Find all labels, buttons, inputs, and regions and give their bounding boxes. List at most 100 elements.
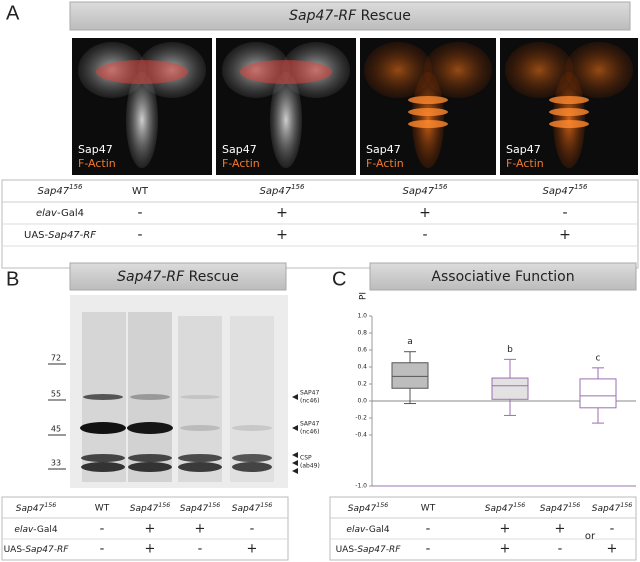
table-cell: Sap47156 <box>592 502 632 514</box>
brain-lobe <box>565 42 633 98</box>
text-part: 156 <box>44 502 56 509</box>
nerve-cord <box>270 72 302 168</box>
y-tick-label: 0.2 <box>357 381 367 388</box>
chart-title: Associative Function <box>431 269 574 285</box>
table-cell: Sap47156 <box>540 502 580 514</box>
marker-label: 55 <box>51 390 61 399</box>
text-part: Sap47 <box>540 504 569 514</box>
text-part: Sap47-RF <box>357 545 401 555</box>
panel-label: C <box>332 268 346 290</box>
table-cell: + <box>276 205 288 221</box>
y-tick-label: 0.6 <box>357 347 367 354</box>
text-part: Sap47 <box>543 186 575 197</box>
text-part: UAS- <box>336 545 358 555</box>
text-part: Sap47-RF <box>289 8 357 24</box>
text-part: Rescue <box>356 8 411 24</box>
band-name: SAP47 <box>300 390 319 397</box>
text-part: elav <box>14 525 34 535</box>
band-antibody: (nc46) <box>300 429 319 436</box>
table-cell: + <box>145 542 156 557</box>
actin-signal <box>96 60 188 84</box>
text-part: -Gal4 <box>57 208 84 219</box>
brain-lobe <box>364 42 432 98</box>
text-part: UAS- <box>4 545 26 555</box>
text-part: 156 <box>158 502 170 509</box>
text-part: Sap47-RF <box>25 545 69 555</box>
table-cell: WT <box>421 504 436 514</box>
stain-label: F-Actin <box>506 157 544 170</box>
table-cell: Sap47156 <box>180 502 220 514</box>
band-name: SAP47 <box>300 421 319 428</box>
band-arrows <box>292 394 298 474</box>
text-part: 156 <box>513 502 525 509</box>
table-cell: - <box>422 227 427 243</box>
size-markers: 72 55 45 33 <box>48 354 66 470</box>
panel-label: B <box>6 268 19 290</box>
actin-signal <box>549 96 589 104</box>
table-cell: Sap47156 <box>130 502 170 514</box>
annotation: b <box>507 345 513 355</box>
text-part: 156 <box>69 183 83 191</box>
table-cell: UAS-Sap47-RF <box>24 230 96 241</box>
text-part: -Gal4 <box>33 525 58 535</box>
marker-label: 72 <box>51 354 61 363</box>
text-part: elav <box>36 208 58 219</box>
table-frame <box>329 496 637 561</box>
table-cell: - <box>610 522 615 537</box>
table-cell: Sap47156 <box>38 183 83 197</box>
actin-signal <box>549 120 589 128</box>
text-part: Sap47 <box>348 504 377 514</box>
text-part: 156 <box>208 502 220 509</box>
table-cell: + <box>559 227 571 243</box>
text-part: Sap47 <box>130 504 159 514</box>
table-cell: UAS-Sap47-RF <box>4 545 70 555</box>
table-cell: WT <box>132 186 149 197</box>
actin-signal <box>408 108 448 116</box>
brain-lobe <box>505 42 573 98</box>
table-cell: - <box>100 542 105 557</box>
table-cell: - <box>137 205 142 221</box>
table-cell: - <box>562 205 567 221</box>
box <box>391 362 429 389</box>
box <box>491 377 529 400</box>
table-cell: - <box>426 542 431 557</box>
box <box>579 378 617 409</box>
text-part: Sap47 <box>485 504 514 514</box>
table-cell: Sap47156 <box>232 502 272 514</box>
table-cell: - <box>137 227 142 243</box>
table-cell: - <box>100 522 105 537</box>
text-part: elav <box>346 525 366 535</box>
y-tick-label: -0.2 <box>355 415 367 422</box>
y-tick-label: 0.4 <box>357 364 367 371</box>
box-plot: -1.0 -0.4 -0.2 0.0 0.2 0.4 0.6 0.8 1.0 a b c <box>355 313 636 490</box>
table-cell: + <box>500 542 511 557</box>
y-tick-label: -1.0 <box>355 483 367 490</box>
table-cell: - <box>198 542 203 557</box>
text-part: Sap47 <box>38 186 70 197</box>
table-cell: + <box>145 522 156 537</box>
y-axis-label: PI <box>359 292 369 300</box>
y-tick-label: 0.8 <box>357 330 367 337</box>
table-cell: + <box>607 542 618 557</box>
table-cell: Sap47156 <box>260 183 305 197</box>
text-part: -Gal4 <box>365 525 390 535</box>
table-cell: Sap47156 <box>16 502 56 514</box>
table-cell: elav-Gal4 <box>36 208 84 219</box>
image-row: Sap47F-ActinSap47F-ActinSap47F-ActinSap4… <box>72 38 638 175</box>
text-part: 156 <box>574 183 588 191</box>
actin-signal <box>408 120 448 128</box>
stain-label: Sap47 <box>506 143 541 156</box>
or-note: or <box>585 531 596 542</box>
header-bar <box>369 262 637 291</box>
table-frame <box>1 496 289 561</box>
stain-label: Sap47 <box>222 143 257 156</box>
stain-label: Sap47 <box>78 143 113 156</box>
table-cell: elav-Gal4 <box>14 525 57 535</box>
text-part: 156 <box>434 183 448 191</box>
text-part: Sap47-RF <box>117 269 185 285</box>
text-part: Sap47 <box>232 504 261 514</box>
marker-label: 33 <box>51 459 61 468</box>
y-tick-label: -0.4 <box>355 432 367 439</box>
header-bar <box>69 1 631 31</box>
